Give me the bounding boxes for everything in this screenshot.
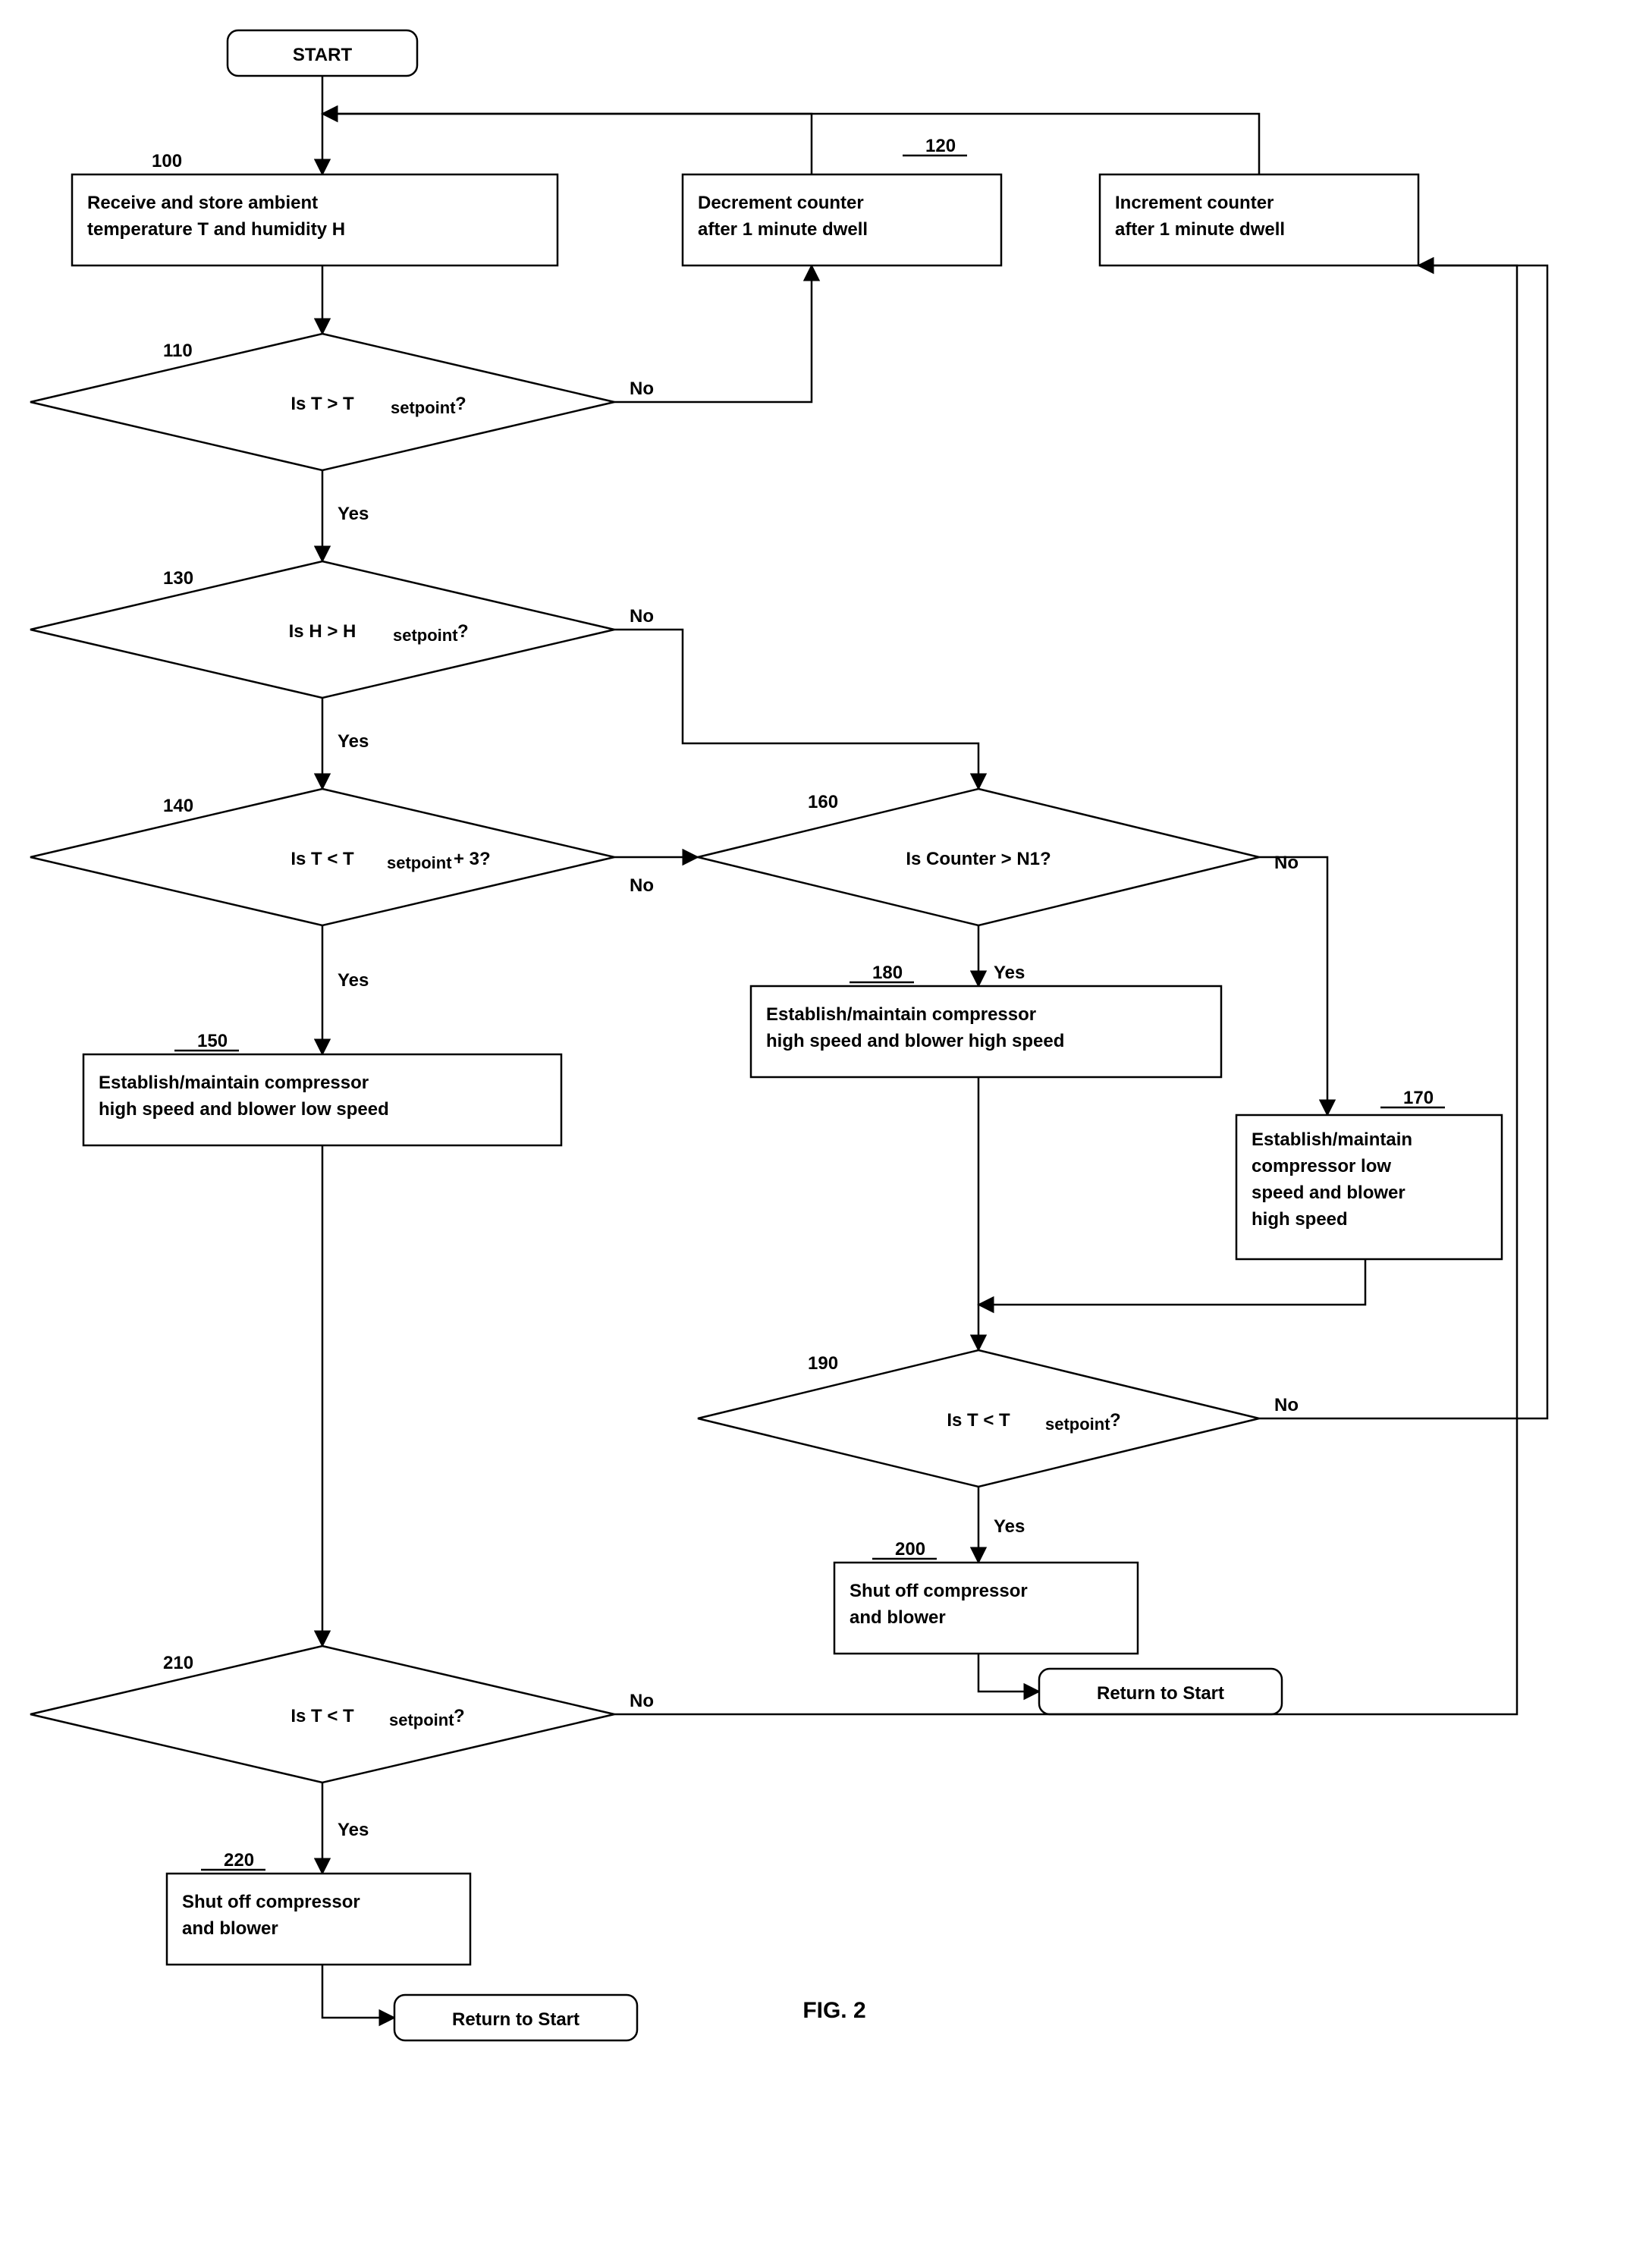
svg-text:No: No	[630, 875, 654, 896]
svg-text:after 1 minute dwell: after 1 minute dwell	[698, 219, 868, 240]
svg-text:?: ?	[457, 621, 469, 642]
id-210: 210	[163, 1653, 193, 1673]
svg-text:?: ?	[1110, 1410, 1121, 1431]
n100-line1: Receive and store ambient	[87, 193, 318, 213]
node-190: Is T < T setpoint ?	[698, 1350, 1259, 1487]
svg-text:setpoint: setpoint	[393, 626, 458, 645]
id-160: 160	[808, 792, 838, 812]
svg-text:setpoint: setpoint	[389, 1710, 454, 1729]
flowchart: START Receive and store ambient temperat…	[0, 0, 1652, 2246]
node-110: Is T > T setpoint ?	[30, 334, 614, 470]
node-180: Establish/maintain compressor high speed…	[751, 986, 1221, 1077]
n110-label: Is T > T	[291, 394, 354, 414]
node-140: Is T < T setpoint + 3?	[30, 789, 614, 925]
svg-text:Shut off compressor: Shut off compressor	[182, 1892, 360, 1912]
svg-text:?: ?	[454, 1706, 465, 1726]
svg-text:setpoint: setpoint	[387, 853, 452, 872]
node-start: START	[228, 30, 417, 76]
svg-text:?: ?	[455, 394, 466, 414]
id-170: 170	[1403, 1088, 1434, 1108]
svg-text:speed and blower: speed and blower	[1252, 1183, 1405, 1203]
svg-text:Is T < T: Is T < T	[291, 849, 354, 869]
node-130: Is H > H setpoint ?	[30, 561, 614, 698]
node-inc: Increment counter after 1 minute dwell	[1100, 174, 1418, 265]
svg-text:+ 3?: + 3?	[454, 849, 491, 869]
id-120: 120	[925, 136, 956, 156]
svg-text:after 1 minute dwell: after 1 minute dwell	[1115, 219, 1285, 240]
edge-130-no: No	[630, 606, 654, 627]
svg-text:high speed and blower low spee: high speed and blower low speed	[99, 1099, 389, 1120]
id-180: 180	[872, 963, 903, 983]
svg-text:Yes: Yes	[994, 963, 1025, 983]
node-ret200: Return to Start	[1039, 1669, 1282, 1714]
svg-text:high speed: high speed	[1252, 1209, 1348, 1230]
svg-text:No: No	[1274, 1395, 1299, 1415]
id-220: 220	[224, 1850, 254, 1871]
svg-text:setpoint: setpoint	[391, 398, 456, 417]
node-200: Shut off compressor and blower	[834, 1563, 1138, 1654]
id-200: 200	[895, 1539, 925, 1560]
svg-text:Return to Start: Return to Start	[452, 2009, 579, 2030]
node-160: Is Counter > N1?	[698, 789, 1259, 925]
svg-text:Is H > H: Is H > H	[289, 621, 356, 642]
start-label: START	[293, 45, 353, 65]
svg-text:Establish/maintain compressor: Establish/maintain compressor	[766, 1004, 1036, 1025]
node-150: Establish/maintain compressor high speed…	[83, 1054, 561, 1145]
edge-110-no: No	[630, 379, 654, 399]
svg-text:and blower: and blower	[182, 1918, 278, 1939]
node-220: Shut off compressor and blower	[167, 1874, 470, 1965]
svg-text:Yes: Yes	[338, 970, 369, 991]
svg-text:Establish/maintain compressor: Establish/maintain compressor	[99, 1073, 369, 1093]
n100-line2: temperature T and humidity H	[87, 219, 345, 240]
id-190: 190	[808, 1353, 838, 1374]
svg-text:Is Counter > N1?: Is Counter > N1?	[906, 849, 1051, 869]
svg-text:compressor low: compressor low	[1252, 1156, 1391, 1176]
id-150: 150	[197, 1031, 228, 1051]
svg-text:No: No	[630, 1691, 654, 1711]
edge-110-yes: Yes	[338, 504, 369, 524]
svg-text:Yes: Yes	[994, 1516, 1025, 1537]
node-170: Establish/maintain compressor low speed …	[1236, 1115, 1502, 1259]
svg-text:setpoint: setpoint	[1045, 1415, 1110, 1434]
svg-text:and blower: and blower	[850, 1607, 946, 1628]
svg-text:Establish/maintain: Establish/maintain	[1252, 1129, 1412, 1150]
svg-text:Decrement counter: Decrement counter	[698, 193, 864, 213]
svg-text:high speed and blower high spe: high speed and blower high speed	[766, 1031, 1064, 1051]
svg-text:Is T < T: Is T < T	[947, 1410, 1010, 1431]
id-140: 140	[163, 796, 193, 816]
node-120: Decrement counter after 1 minute dwell	[683, 174, 1001, 265]
figure-label: FIG. 2	[802, 1998, 865, 2023]
node-ret220: Return to Start	[394, 1995, 637, 2040]
id-130: 130	[163, 568, 193, 589]
svg-text:Increment counter: Increment counter	[1115, 193, 1274, 213]
svg-text:No: No	[1274, 853, 1299, 873]
id-100: 100	[152, 151, 182, 171]
svg-text:Yes: Yes	[338, 731, 369, 752]
node-210: Is T < T setpoint ?	[30, 1646, 614, 1783]
id-110: 110	[163, 341, 193, 361]
node-100: Receive and store ambient temperature T …	[72, 174, 557, 265]
svg-text:Shut off compressor: Shut off compressor	[850, 1581, 1028, 1601]
svg-text:Is T < T: Is T < T	[291, 1706, 354, 1726]
svg-text:Return to Start: Return to Start	[1097, 1683, 1224, 1704]
svg-text:Yes: Yes	[338, 1820, 369, 1840]
